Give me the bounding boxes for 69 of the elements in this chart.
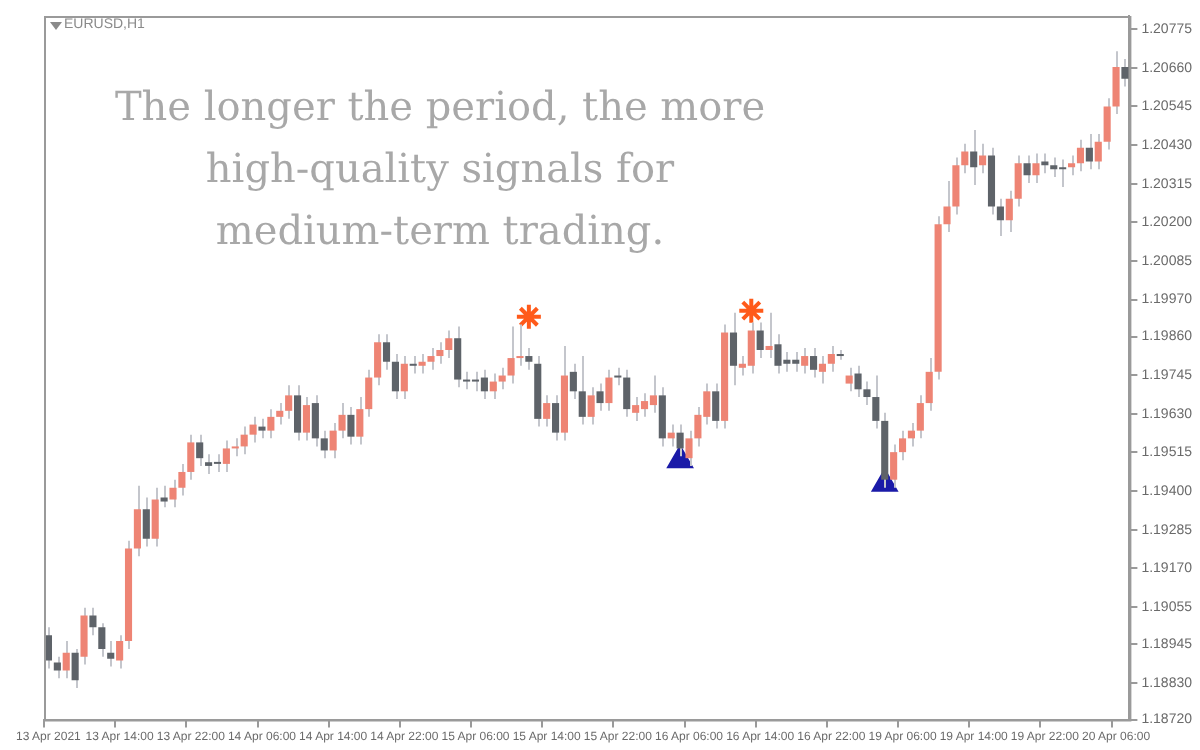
candlestick (756, 321, 764, 360)
candlestick (587, 386, 595, 426)
candlestick (979, 142, 987, 175)
candlestick (276, 402, 284, 426)
candlestick (498, 366, 506, 391)
candlestick (454, 325, 462, 389)
candlestick (676, 423, 684, 458)
candlestick (427, 346, 435, 371)
candlestick (374, 333, 382, 387)
candlestick (1121, 58, 1129, 88)
candlestick (827, 344, 835, 373)
candlestick (98, 622, 106, 658)
candlestick (294, 384, 302, 442)
candlestick (623, 368, 631, 418)
candlestick (1076, 138, 1085, 173)
candlestick (436, 341, 444, 365)
candlestick (71, 648, 79, 690)
candlestick (1068, 154, 1076, 177)
candlestick (890, 443, 898, 489)
text: The longer the period, the more high-quality signals for medium-term trading. (114, 82, 766, 254)
candlestick (1050, 156, 1058, 178)
candlestick (285, 384, 293, 420)
point (737, 296, 766, 325)
candlestick (1032, 152, 1040, 184)
candlestick (471, 370, 480, 393)
candlestick (552, 394, 560, 442)
candlestick (409, 355, 417, 375)
candlestick (196, 433, 204, 467)
candlestick (222, 439, 230, 473)
candlestick (632, 396, 640, 422)
candlestick (801, 346, 809, 375)
candlestick (302, 396, 311, 442)
candlestick (169, 478, 177, 509)
candlestick (818, 355, 827, 385)
candlestick (605, 368, 613, 412)
candlestick (240, 425, 248, 456)
candlestick (445, 329, 453, 360)
candlestick (640, 392, 649, 418)
candlestick (258, 417, 266, 440)
candlestick (53, 655, 61, 680)
candlestick (747, 321, 755, 375)
candlestick (1041, 152, 1049, 175)
candlestick (729, 311, 738, 387)
candlestick (916, 394, 924, 440)
candlestick (1085, 132, 1093, 171)
candlestick (480, 368, 488, 401)
candlestick (1023, 154, 1031, 184)
candlestick (142, 496, 150, 548)
candlestick (765, 311, 773, 360)
candlestick (578, 355, 586, 426)
candlestick (543, 394, 551, 428)
candlestick (810, 346, 818, 379)
point (514, 302, 543, 331)
candlestick (391, 353, 399, 401)
candlestick (151, 486, 159, 548)
candlestick (249, 415, 257, 444)
candlestick (970, 128, 978, 187)
candlestick (382, 333, 391, 371)
point (667, 446, 693, 469)
candlestick (62, 639, 70, 680)
candlestick (347, 406, 355, 446)
candlestick (712, 382, 720, 430)
candlestick (649, 374, 657, 414)
candlestick (89, 606, 97, 637)
candlestick (400, 355, 408, 401)
candlestick (133, 484, 141, 558)
candlestick (845, 366, 853, 393)
candlestick (1094, 132, 1102, 171)
candlestick (267, 408, 275, 440)
